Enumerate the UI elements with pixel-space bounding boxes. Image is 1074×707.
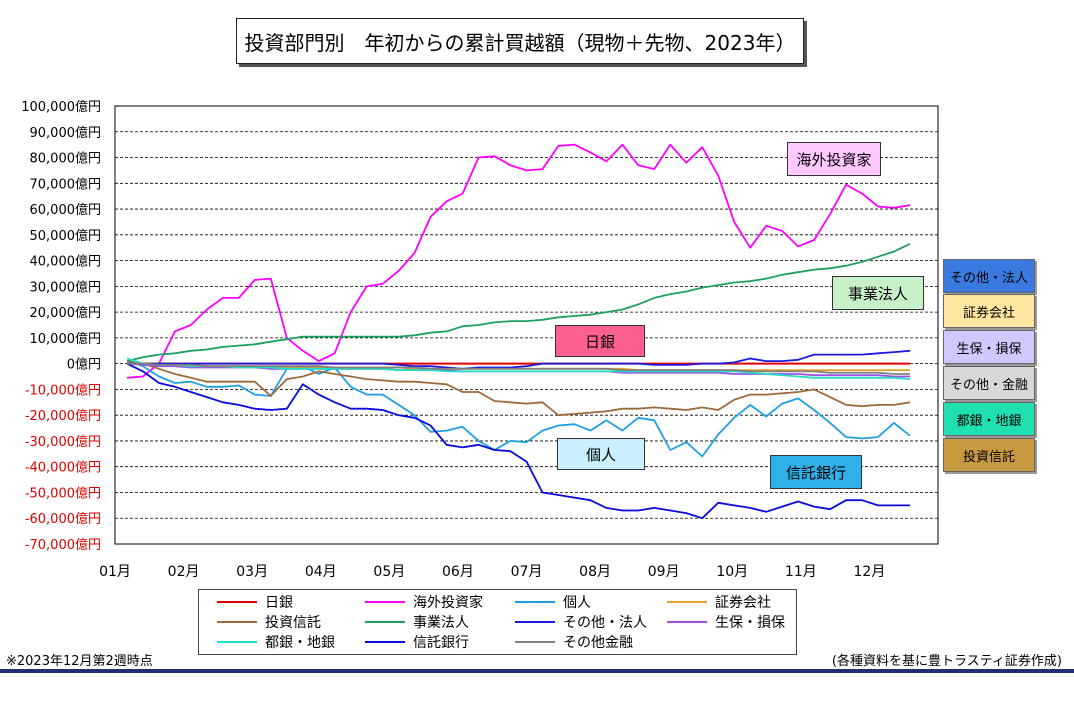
legend-item-business-corporations: 事業法人 <box>365 612 469 632</box>
y-tick-label: 10,000億円 <box>30 331 102 347</box>
legend-item-securities-firms: 証券会社 <box>667 592 771 612</box>
legend-item-investment-trusts: 投資信託 <box>217 612 321 632</box>
legend-item-city-regional-banks: 都銀・地銀 <box>217 632 335 652</box>
legend-label: その他金融 <box>563 635 633 651</box>
y-tick-label: 100,000億円 <box>21 99 101 115</box>
legend-label: 生保・損保 <box>715 615 785 631</box>
y-tick-label: -30,000億円 <box>25 434 101 450</box>
y-tick-label: 90,000億円 <box>30 125 102 141</box>
x-tick-label: 11月 <box>785 564 817 580</box>
side-label-other-corporations: その他・法人 <box>943 259 1035 293</box>
x-tick-label: 03月 <box>236 564 268 580</box>
x-tick-label: 02月 <box>168 564 200 580</box>
legend-swatch <box>217 601 257 603</box>
callout-trust-banks: 信託銀行 <box>770 455 862 489</box>
callout-business-corporations: 事業法人 <box>832 276 924 310</box>
callout-boj: 日銀 <box>555 325 645 357</box>
x-tick-label: 07月 <box>511 564 543 580</box>
legend-swatch <box>365 601 405 603</box>
legend-label: 個人 <box>563 595 591 611</box>
y-tick-label: 50,000億円 <box>30 228 102 244</box>
series-line <box>126 357 911 380</box>
y-tick-label: -10,000億円 <box>25 382 101 398</box>
legend: 日銀 海外投資家 個人 証券会社 投資信託 事業法人 その他・法人 生保・損保 … <box>198 589 797 655</box>
legend-swatch <box>667 601 707 603</box>
x-tick-label: 05月 <box>373 564 405 580</box>
y-tick-label: -40,000億円 <box>25 460 101 476</box>
x-tick-label: 01月 <box>99 564 131 580</box>
legend-label: 事業法人 <box>413 615 469 631</box>
x-tick-label: 06月 <box>442 564 474 580</box>
series-lines <box>126 143 911 520</box>
y-tick-label: 60,000億円 <box>30 202 102 218</box>
series-line <box>127 362 910 375</box>
side-label-insurance: 生保・損保 <box>943 330 1035 364</box>
legend-label: 都銀・地銀 <box>265 635 335 651</box>
legend-swatch <box>217 641 257 643</box>
y-tick-label: -60,000億円 <box>25 511 101 527</box>
side-label-city-regional-banks: 都銀・地銀 <box>943 402 1035 436</box>
legend-item-other-corporations: その他・法人 <box>515 612 647 632</box>
legend-item-other-financial: その他金融 <box>515 632 633 652</box>
legend-item-trust-banks: 信託銀行 <box>365 632 469 652</box>
callout-overseas-investors: 海外投資家 <box>787 142 881 176</box>
legend-label: 投資信託 <box>265 615 321 631</box>
legend-swatch <box>365 621 405 623</box>
side-label-investment-trusts: 投資信託 <box>943 438 1035 472</box>
y-tick-label: 30,000億円 <box>30 279 102 295</box>
x-tick-label: 08月 <box>579 564 611 580</box>
side-label-other-financial: その他・金融 <box>943 366 1035 400</box>
x-tick-label: 10月 <box>716 564 748 580</box>
y-tick-label: -70,000億円 <box>25 537 101 553</box>
callout-individuals: 個人 <box>557 438 645 470</box>
legend-swatch <box>515 641 555 643</box>
y-tick-label: 70,000億円 <box>30 176 102 192</box>
series-line <box>126 360 911 458</box>
x-tick-label: 04月 <box>305 564 337 580</box>
footnote: ※2023年12月第2週時点 <box>6 654 153 669</box>
legend-item-insurance: 生保・損保 <box>667 612 785 632</box>
chart-title: 投資部門別 年初からの累計買越額（現物＋先物、2023年） <box>236 18 804 64</box>
series-line <box>126 143 911 379</box>
x-tick-label: 12月 <box>854 564 886 580</box>
legend-item-boj: 日銀 <box>217 592 293 612</box>
legend-swatch <box>515 601 555 603</box>
y-tick-label: 0億円 <box>67 357 101 373</box>
y-tick-label: -20,000億円 <box>25 408 101 424</box>
y-axis-ticks: 100,000億円 90,000億円 80,000億円 70,000億円 60,000億… <box>21 99 101 553</box>
y-tick-label: 40,000億円 <box>30 254 102 270</box>
x-axis-ticks: 01月 02月 03月 04月 05月 06月 07月 08月 09月 10月 11月 12月 <box>99 564 885 580</box>
legend-swatch <box>667 621 707 623</box>
legend-swatch <box>217 621 257 623</box>
x-tick-label: 09月 <box>648 564 680 580</box>
legend-label: 証券会社 <box>715 595 771 611</box>
side-label-securities-firms: 証券会社 <box>943 294 1035 328</box>
y-tick-label: 20,000億円 <box>30 305 102 321</box>
legend-label: 日銀 <box>265 595 293 611</box>
y-tick-label: 80,000億円 <box>30 151 102 167</box>
series-line <box>126 360 911 417</box>
legend-item-overseas-investors: 海外投資家 <box>365 592 483 612</box>
legend-label: 信託銀行 <box>413 635 469 651</box>
legend-label: 海外投資家 <box>413 595 483 611</box>
legend-label: その他・法人 <box>563 615 647 631</box>
source-note: (各種資料を基に豊トラスティ証券作成) <box>831 654 1062 669</box>
series-line <box>126 242 911 362</box>
series-line <box>127 349 911 370</box>
y-tick-label: -50,000億円 <box>25 485 101 501</box>
series-line <box>126 362 910 520</box>
legend-item-individuals: 個人 <box>515 592 591 612</box>
legend-swatch <box>365 641 405 643</box>
legend-swatch <box>515 621 555 623</box>
bottom-rule <box>0 669 1074 673</box>
